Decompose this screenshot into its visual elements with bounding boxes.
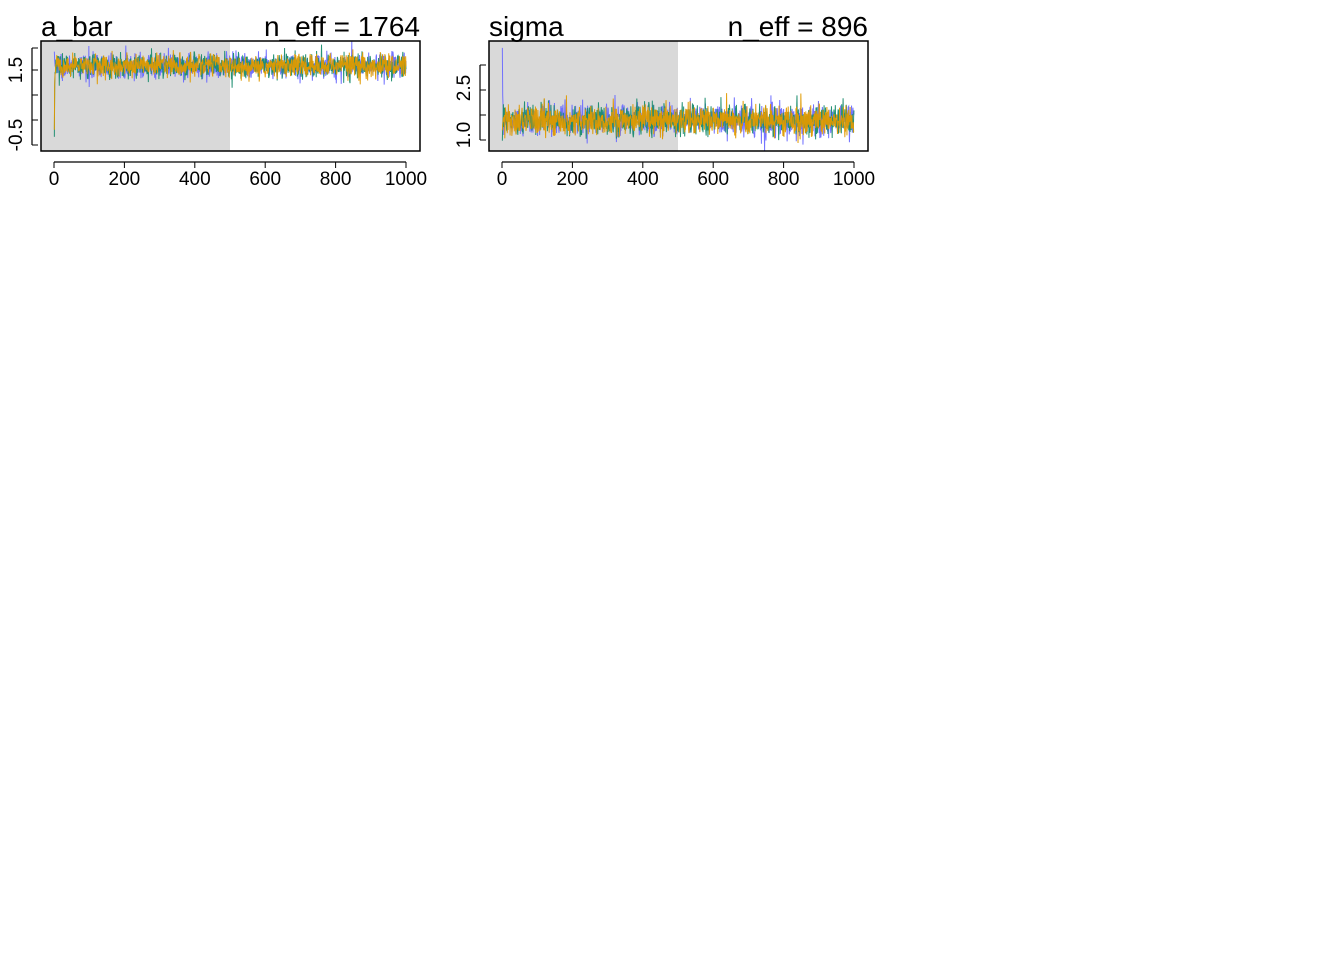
x-axis: 0 200 400 600 800 1000 [49, 161, 427, 190]
panel-title: sigma [489, 11, 564, 42]
x-tick-label: 600 [249, 169, 281, 190]
y-tick-label: 1.5 [6, 57, 27, 83]
panel-sigma: sigma n_eff = 896 0 200 400 600 800 1000… [454, 11, 875, 190]
panel-a-bar: a_bar n_eff = 1764 0 200 400 600 800 100… [6, 11, 427, 190]
y-axis: 2.5 1.0 [454, 64, 486, 148]
y-axis: 1.5 -0.5 [6, 47, 38, 152]
n-eff-label: n_eff = 896 [728, 11, 868, 42]
trace-chain-3 [501, 93, 855, 144]
x-tick-label: 1000 [833, 169, 875, 190]
plot-frame [40, 40, 421, 152]
trace-chain-3 [53, 49, 407, 130]
y-tick-label: -0.5 [6, 119, 27, 152]
trace-lines [501, 47, 855, 152]
plot-frame [488, 40, 869, 152]
trace-lines [53, 40, 407, 137]
x-tick-label: 600 [697, 169, 729, 190]
x-axis: 0 200 400 600 800 1000 [497, 161, 875, 190]
x-tick-label: 0 [49, 169, 60, 190]
x-tick-label: 0 [497, 169, 508, 190]
n-eff-label: n_eff = 1764 [264, 11, 420, 42]
y-tick-label: 1.0 [454, 122, 475, 148]
y-tick-label: 2.5 [454, 75, 475, 101]
x-tick-label: 800 [320, 169, 352, 190]
x-tick-label: 200 [109, 169, 141, 190]
x-tick-label: 400 [627, 169, 659, 190]
x-tick-label: 1000 [385, 169, 427, 190]
x-tick-label: 200 [557, 169, 589, 190]
x-tick-label: 800 [768, 169, 800, 190]
x-tick-label: 400 [179, 169, 211, 190]
panel-title: a_bar [41, 11, 113, 42]
